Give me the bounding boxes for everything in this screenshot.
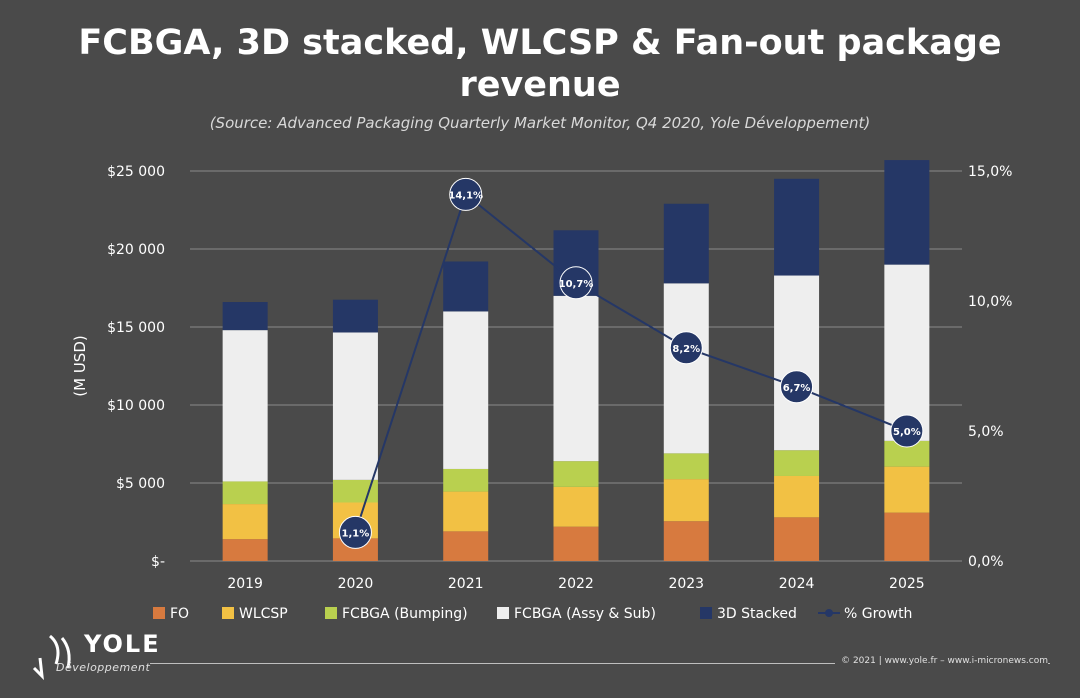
y-tick-label: $15 000 <box>107 320 165 336</box>
x-tick-label: 2025 <box>889 576 925 592</box>
growth-data-label: 5,0% <box>893 427 921 438</box>
logo-subtitle: Développement <box>56 661 151 674</box>
bar-segment <box>553 526 599 561</box>
x-tick-label: 2024 <box>779 576 815 592</box>
bar-segment <box>222 330 268 482</box>
legend-marker <box>825 609 833 617</box>
bar-segment <box>774 517 820 561</box>
bar-segment <box>663 453 709 480</box>
y-tick-label: $5 000 <box>116 476 165 492</box>
x-tick-label: 2019 <box>227 576 263 592</box>
y-axis-label: (M USD) <box>71 335 89 396</box>
legend-swatch <box>153 607 165 619</box>
x-tick-label: 2022 <box>558 576 594 592</box>
bar-segment <box>332 332 378 480</box>
bar-segment <box>884 512 930 561</box>
growth-data-label: 14,1% <box>448 190 483 201</box>
legend-label: FO <box>170 606 189 622</box>
bar-segment <box>663 479 709 522</box>
bar-segment <box>884 466 930 513</box>
chart-title: FCBGA, 3D stacked, WLCSP & Fan-out packa… <box>0 22 1080 106</box>
bar-segment <box>222 504 268 540</box>
bar-segment <box>774 475 820 518</box>
bar-segment <box>774 450 820 476</box>
legend-swatch <box>222 607 234 619</box>
bar-segment <box>443 261 489 312</box>
y-tick-label: $- <box>151 554 165 570</box>
bar-segment <box>222 539 268 561</box>
growth-point <box>338 515 372 549</box>
y-tick-label: $25 000 <box>107 164 165 180</box>
chart-title-line-2: revenue <box>459 65 621 105</box>
y2-tick-label: 0,0% <box>968 554 1004 570</box>
bar-segment <box>884 160 930 265</box>
growth-point <box>890 414 924 448</box>
bar-segment <box>884 264 930 441</box>
bar-segment <box>553 486 599 527</box>
logo-name: YOLE <box>84 630 161 658</box>
y-tick-label: $10 000 <box>107 398 165 414</box>
bar-segment <box>332 299 378 333</box>
growth-data-label: 10,7% <box>559 279 594 290</box>
growth-line <box>354 192 908 533</box>
bar-segment <box>774 178 820 276</box>
legend-label: % Growth <box>844 606 912 622</box>
growth-point <box>559 266 593 300</box>
y2-tick-label: 5,0% <box>968 424 1004 440</box>
chart-title-line-1: FCBGA, 3D stacked, WLCSP & Fan-out packa… <box>78 23 1002 63</box>
y2-tick-label: 10,0% <box>968 294 1012 310</box>
legend-label: 3D Stacked <box>717 606 797 622</box>
bar-segment <box>222 481 268 505</box>
bar-segment <box>553 461 599 487</box>
legend-swatch <box>700 607 712 619</box>
bar-segment <box>663 283 709 454</box>
bar-segment <box>222 302 268 331</box>
growth-point <box>449 177 483 211</box>
logo-mark-icon <box>32 634 71 681</box>
growth-point <box>780 370 814 404</box>
y2-tick-label: 15,0% <box>968 164 1012 180</box>
growth-data-label: 8,2% <box>672 344 700 355</box>
x-tick-label: 2021 <box>448 576 484 592</box>
x-tick-label: 2020 <box>338 576 374 592</box>
x-tick-label: 2023 <box>668 576 704 592</box>
growth-data-label: 6,7% <box>783 383 811 394</box>
bar-segment <box>553 295 599 462</box>
y-tick-label: $20 000 <box>107 242 165 258</box>
footer-copyright: © 2021 | www.yole.fr – www.i-micronews.c… <box>835 656 1048 666</box>
bar-segment <box>443 491 489 532</box>
yole-logo: YOLE Développement <box>28 628 161 682</box>
bar-segment <box>443 531 489 561</box>
growth-data-label: 1,1% <box>342 528 370 539</box>
bar-segment <box>663 203 709 284</box>
footer-divider <box>150 663 1050 664</box>
chart-subtitle: (Source: Advanced Packaging Quarterly Ma… <box>209 114 871 132</box>
bar-segment <box>774 275 820 451</box>
bar-segment <box>663 521 709 561</box>
growth-point <box>669 331 703 365</box>
legend-swatch <box>325 607 337 619</box>
legend-swatch <box>497 607 509 619</box>
bar-segment <box>443 468 489 492</box>
legend-label: FCBGA (Bumping) <box>342 606 468 622</box>
bar-segment <box>443 311 489 469</box>
legend-label: FCBGA (Assy & Sub) <box>514 606 656 622</box>
legend-label: WLCSP <box>239 606 288 622</box>
